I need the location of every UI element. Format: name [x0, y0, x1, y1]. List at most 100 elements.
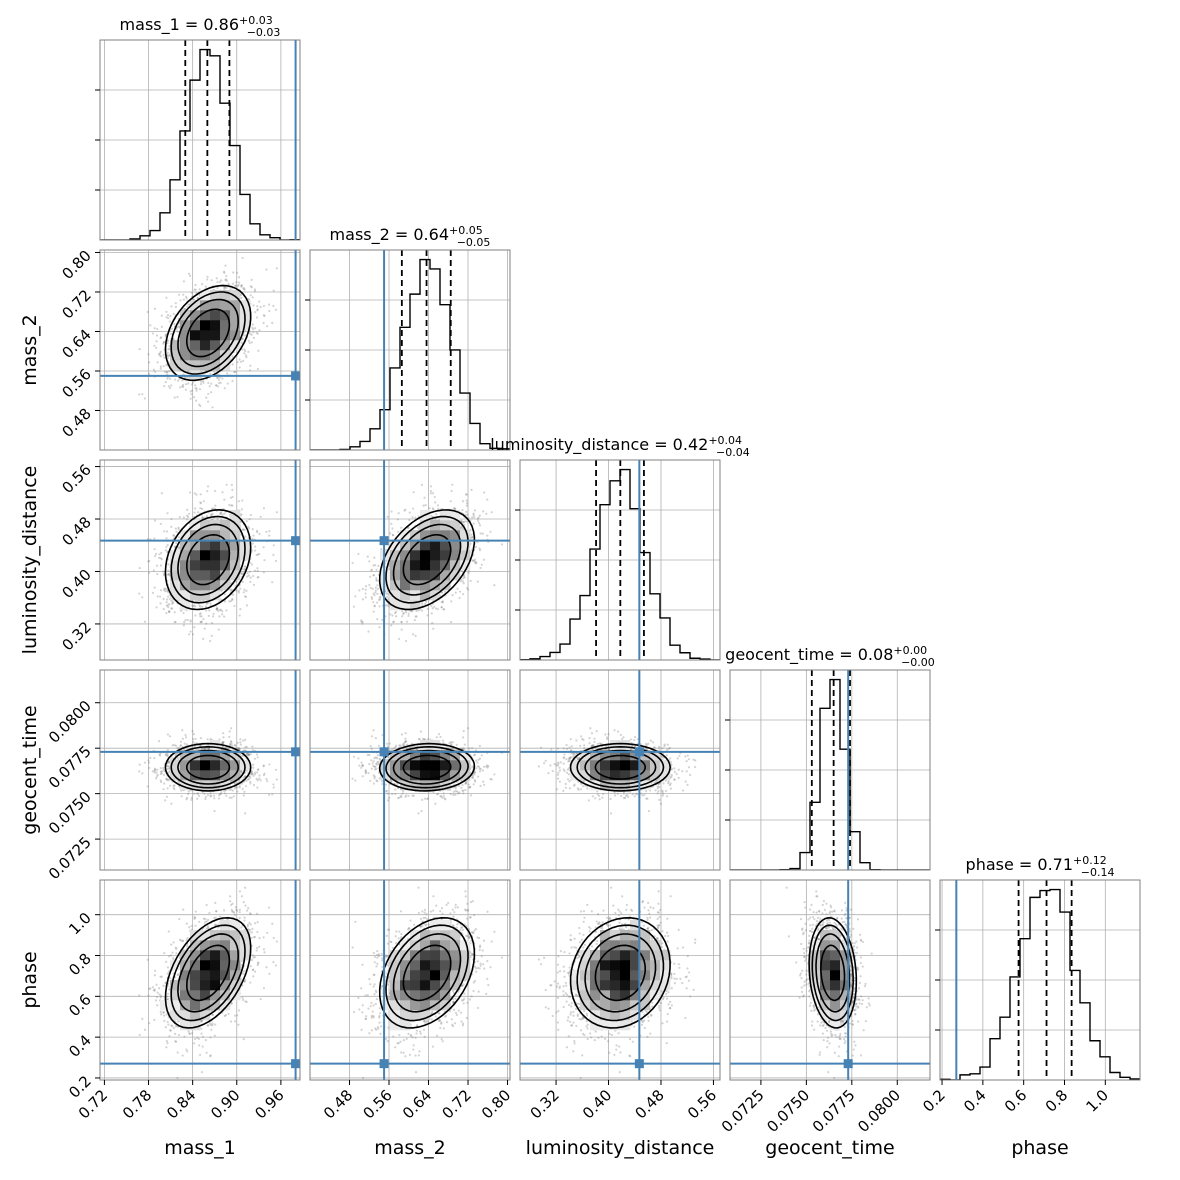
sample-point: [170, 332, 173, 335]
sample-point: [242, 528, 245, 532]
sample-point: [200, 615, 203, 618]
sample-point: [229, 496, 233, 499]
sample-point: [485, 512, 488, 515]
sample-point: [271, 321, 274, 324]
sample-point: [229, 589, 233, 592]
sample-point: [166, 573, 170, 576]
histogram-step: [100, 48, 300, 240]
sample-point: [196, 297, 199, 300]
sample-point: [210, 391, 213, 394]
sample-point: [172, 534, 175, 537]
sample-point: [173, 396, 176, 399]
sample-point: [259, 515, 262, 518]
sample-point: [233, 604, 236, 608]
sample-point: [210, 507, 214, 510]
sample-point: [210, 514, 213, 517]
sample-point: [168, 602, 171, 606]
sample-point: [255, 316, 259, 319]
density-cell: [200, 340, 211, 351]
sample-point: [454, 591, 457, 594]
sample-point: [216, 607, 219, 610]
sample-point: [467, 571, 470, 574]
sample-point: [252, 583, 256, 586]
sample-point: [274, 559, 278, 563]
sample-point: [188, 274, 192, 277]
sample-point: [184, 295, 188, 298]
density-cell: [210, 350, 221, 361]
sample-point: [189, 619, 192, 622]
sample-point: [199, 605, 202, 608]
density-cell: [190, 570, 201, 581]
sample-point: [351, 561, 354, 565]
sample-point: [247, 525, 250, 528]
sample-point: [162, 340, 166, 344]
sample-point: [433, 605, 436, 608]
sample-point: [172, 534, 175, 537]
y-tick-label: 0.56: [58, 461, 94, 497]
sample-point: [239, 608, 242, 611]
sample-point: [256, 569, 259, 573]
sample-point: [165, 316, 168, 319]
sample-point: [205, 609, 208, 612]
density-cell: [210, 310, 221, 321]
sample-point: [153, 307, 157, 310]
density-cell: [170, 550, 181, 561]
sample-point: [166, 370, 169, 374]
density-cell: [210, 580, 221, 591]
sample-point: [219, 513, 222, 516]
sample-point: [246, 572, 249, 575]
sample-point: [430, 604, 433, 608]
density-cell: [170, 560, 181, 571]
sample-point: [251, 542, 254, 545]
density-cell: [200, 520, 211, 531]
sample-point: [183, 620, 186, 624]
sample-point: [275, 267, 278, 270]
sample-point: [250, 563, 254, 566]
sample-point: [167, 354, 170, 357]
density-contour: [177, 523, 240, 596]
sample-point: [227, 282, 230, 285]
sample-point: [471, 516, 474, 519]
sample-point: [165, 537, 168, 540]
sample-point: [215, 607, 218, 610]
sample-point: [247, 350, 250, 353]
sample-point: [467, 516, 470, 520]
sample-point: [256, 309, 259, 312]
sample-point: [187, 303, 190, 306]
density-cell: [200, 530, 211, 541]
sample-point: [243, 568, 246, 571]
sample-point: [255, 553, 258, 557]
sample-point: [234, 370, 237, 374]
sample-point: [245, 604, 249, 607]
sample-point: [256, 531, 259, 534]
sample-point: [262, 321, 265, 325]
panel-title: mass_2 = 0.64+0.05 −0.05: [330, 224, 491, 249]
sample-point: [241, 359, 245, 362]
density-cell: [200, 540, 211, 551]
sample-point: [168, 386, 172, 390]
sample-point: [191, 633, 195, 636]
sample-point: [215, 384, 218, 387]
sample-point: [223, 271, 226, 274]
sample-point: [159, 564, 163, 567]
sample-point: [165, 611, 168, 615]
sample-point: [267, 303, 271, 306]
sample-point: [373, 604, 376, 607]
sample-point: [258, 552, 261, 556]
sample-point: [200, 380, 203, 383]
sample-point: [216, 376, 220, 379]
sample-point: [216, 286, 219, 289]
sample-point: [231, 363, 234, 366]
sample-point: [386, 593, 389, 596]
sample-point: [244, 595, 247, 598]
sample-point: [243, 528, 246, 531]
sample-point: [228, 504, 231, 507]
sample-point: [473, 561, 477, 564]
sample-point: [162, 607, 165, 611]
sample-point: [153, 327, 156, 330]
sample-point: [477, 516, 480, 519]
sample-point: [189, 620, 192, 623]
sample-point: [239, 587, 242, 590]
sample-point: [199, 376, 203, 379]
sample-point: [191, 604, 194, 607]
